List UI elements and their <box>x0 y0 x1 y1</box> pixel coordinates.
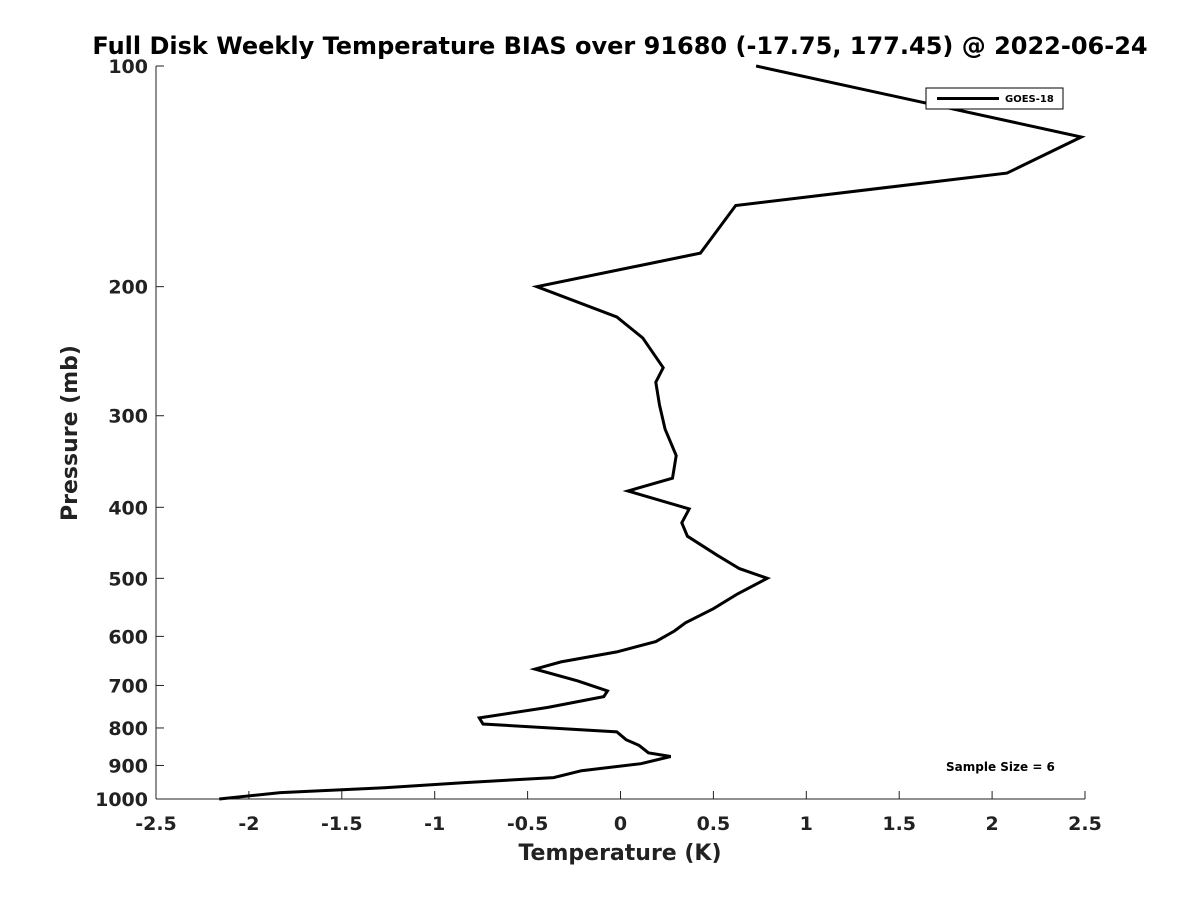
y-tick-label: 900 <box>108 755 148 777</box>
y-axis-ticks: 100 200 300 400 500 600 700 800 900 1000 <box>95 56 164 811</box>
chart-title: Full Disk Weekly Temperature BIAS over 9… <box>92 32 1147 60</box>
series-line-goes-18 <box>219 64 1086 801</box>
y-tick-label: 600 <box>108 626 148 648</box>
y-tick-label: 1000 <box>95 789 148 811</box>
x-tick-label: -1.5 <box>321 813 363 835</box>
x-tick-label: -2.5 <box>135 813 177 835</box>
x-tick-label: -0.5 <box>507 813 549 835</box>
plot-area: -2.5 -2 -1.5 -1 -0.5 0 0.5 1 1.5 2 2.5 100 200 300 40… <box>95 56 1102 835</box>
x-axis-label: Temperature (K) <box>518 841 721 866</box>
x-tick-label: 1 <box>800 813 813 835</box>
x-tick-label: 2.5 <box>1068 813 1102 835</box>
y-tick-label: 200 <box>108 277 148 299</box>
y-tick-label: 700 <box>108 675 148 697</box>
y-axis-label: Pressure (mb) <box>58 345 83 521</box>
x-tick-label: 0.5 <box>697 813 731 835</box>
legend: GOES-18 <box>925 87 1064 110</box>
y-tick-label: 100 <box>108 56 148 78</box>
x-tick-label: 2 <box>985 813 998 835</box>
x-tick-label: 0 <box>614 813 627 835</box>
y-tick-label: 400 <box>108 497 148 519</box>
y-tick-label: 500 <box>108 568 148 590</box>
legend-label-goes-18: GOES-18 <box>1005 94 1054 105</box>
y-tick-label: 300 <box>108 406 148 428</box>
y-tick-label: 800 <box>108 718 148 740</box>
series-layer <box>219 64 1086 801</box>
sample-size-annotation: Sample Size = 6 <box>946 760 1055 774</box>
x-tick-label: -2 <box>238 813 259 835</box>
x-tick-label: 1.5 <box>882 813 916 835</box>
x-axis-ticks: -2.5 -2 -1.5 -1 -0.5 0 0.5 1 1.5 2 2.5 <box>135 791 1102 835</box>
x-tick-label: -1 <box>424 813 445 835</box>
